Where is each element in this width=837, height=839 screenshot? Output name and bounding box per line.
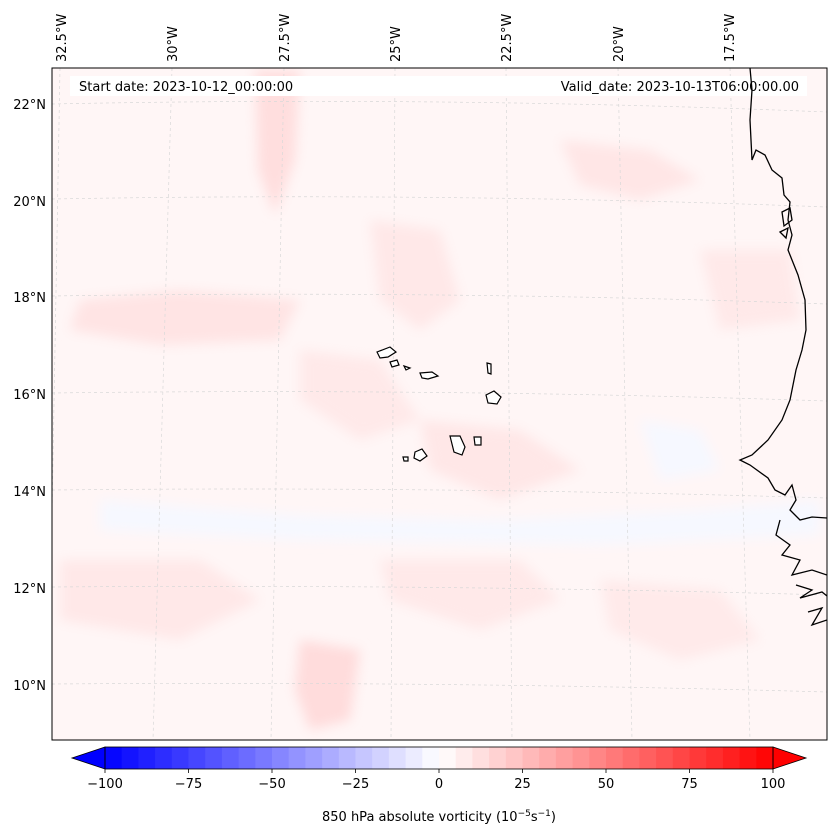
lon-label: 25°W bbox=[389, 26, 404, 62]
colorbar-cell bbox=[739, 747, 757, 769]
colorbar-cell bbox=[121, 747, 139, 769]
coastline bbox=[738, 68, 827, 627]
colorbar-cell bbox=[606, 747, 624, 769]
start-date-label: Start date: 2023-10-12_00:00:00 bbox=[79, 80, 293, 95]
colorbar-cell bbox=[555, 747, 574, 769]
colorbar-cell bbox=[171, 747, 190, 769]
valid-date-label: Valid_date: 2023-10-13T06:00:00.00 bbox=[561, 80, 799, 95]
colorbar-cell bbox=[288, 747, 306, 769]
colorbar-cell bbox=[589, 747, 607, 769]
gridlines bbox=[52, 68, 827, 740]
colorbar-cell bbox=[338, 747, 357, 769]
colorbar-cell bbox=[422, 747, 440, 769]
lat-label: 20°N bbox=[13, 195, 46, 210]
lat-label: 16°N bbox=[13, 388, 46, 403]
colorbar-cell bbox=[138, 747, 156, 769]
colorbar-cell bbox=[155, 747, 173, 769]
colorbar-cell bbox=[188, 747, 206, 769]
colorbar-cell bbox=[272, 747, 290, 769]
lat-label: 18°N bbox=[13, 291, 46, 306]
lon-label: 22.5°W bbox=[500, 14, 515, 62]
colorbar-cell bbox=[221, 747, 240, 769]
colorbar-high-extend bbox=[772, 746, 808, 770]
colorbar-cell bbox=[639, 747, 657, 769]
colorbar-cell bbox=[522, 747, 540, 769]
colorbar-cell bbox=[439, 747, 457, 769]
colorbar-cell bbox=[455, 747, 473, 769]
lat-label: 12°N bbox=[13, 582, 46, 597]
colorbar-cell bbox=[756, 747, 774, 769]
colorbar-tick-label: −25 bbox=[342, 777, 369, 792]
colorbar-cell bbox=[656, 747, 674, 769]
colorbar-cell bbox=[505, 747, 524, 769]
lon-label: 20°W bbox=[612, 26, 627, 62]
cape-verde-islands bbox=[376, 346, 502, 462]
colorbar-cell bbox=[572, 747, 590, 769]
colorbar: −100 −75 −50 −25 0 25 50 75 100 850 hPa absolute… bbox=[70, 746, 808, 825]
colorbar-tick-label: 0 bbox=[435, 777, 443, 792]
colorbar-cell bbox=[622, 747, 640, 769]
colorbar-cell bbox=[689, 747, 707, 769]
colorbar-cell bbox=[322, 747, 340, 769]
lat-label: 22°N bbox=[13, 98, 46, 113]
lon-label: 30°W bbox=[166, 26, 181, 62]
lat-label: 10°N bbox=[13, 679, 46, 694]
colorbar-cell bbox=[388, 747, 407, 769]
colorbar-cell bbox=[355, 747, 373, 769]
colorbar-cell bbox=[489, 747, 507, 769]
colorbar-tick-label: −75 bbox=[175, 777, 202, 792]
vorticity-field bbox=[52, 68, 827, 740]
colorbar-cell bbox=[255, 747, 273, 769]
colorbar-tick-label: 25 bbox=[514, 777, 531, 792]
colorbar-cell bbox=[105, 747, 123, 769]
colorbar-cell bbox=[706, 747, 724, 769]
colorbar-tick-label: 100 bbox=[761, 777, 786, 792]
header-box bbox=[70, 76, 807, 96]
latitude-labels: 22°N 20°N 18°N 16°N 14°N 12°N 10°N bbox=[13, 98, 46, 694]
lon-label: 32.5°W bbox=[55, 14, 70, 62]
lon-label: 17.5°W bbox=[723, 14, 738, 62]
colorbar-tick-label: 75 bbox=[681, 777, 698, 792]
colorbar-cell bbox=[205, 747, 223, 769]
colorbar-low-extend bbox=[70, 746, 106, 770]
longitude-labels: 32.5°W 30°W 27.5°W 25°W 22.5°W 20°W 17.5… bbox=[55, 14, 738, 62]
colorbar-cell bbox=[722, 747, 741, 769]
colorbar-cell bbox=[372, 747, 390, 769]
colorbar-title: 850 hPa absolute vorticity (10−5s−1) bbox=[322, 809, 556, 825]
map-frame bbox=[51, 67, 828, 741]
colorbar-tick-label: −50 bbox=[258, 777, 285, 792]
colorbar-cell bbox=[539, 747, 557, 769]
colorbar-tick-label: −100 bbox=[87, 777, 123, 792]
colorbar-cell bbox=[238, 747, 256, 769]
colorbar-cell bbox=[405, 747, 423, 769]
colorbar-cell bbox=[305, 747, 323, 769]
lon-label: 27.5°W bbox=[278, 14, 293, 62]
colorbar-cell bbox=[672, 747, 691, 769]
colorbar-cell bbox=[472, 747, 490, 769]
lat-label: 14°N bbox=[13, 485, 46, 500]
colorbar-tick-label: 50 bbox=[598, 777, 615, 792]
